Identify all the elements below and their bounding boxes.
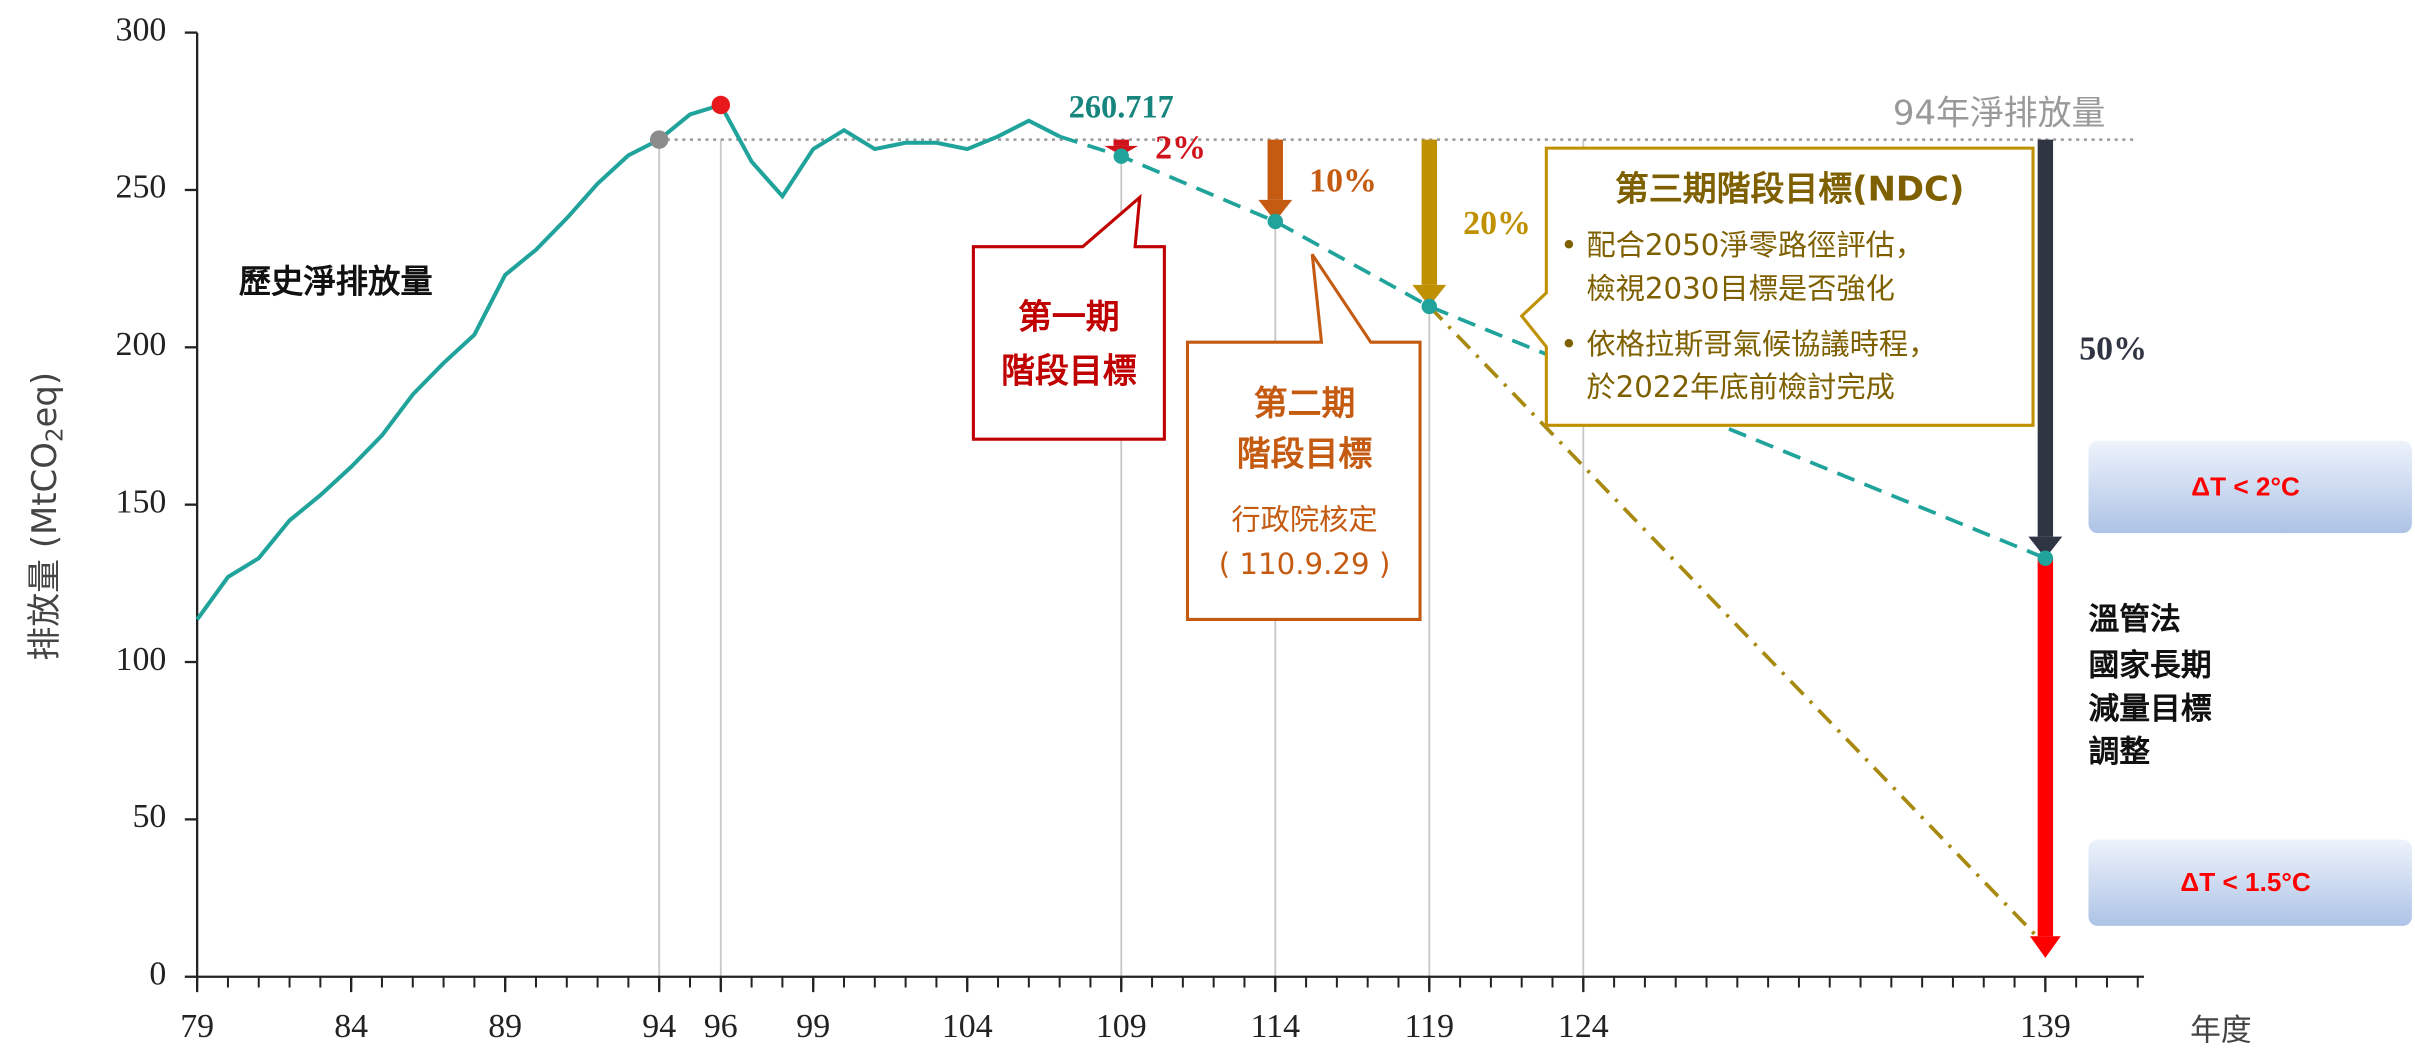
x-tick-label: 139 bbox=[2020, 1008, 2071, 1045]
callout-text: 行政院核定 bbox=[1231, 502, 1377, 536]
point bbox=[1267, 213, 1283, 230]
x-tick-label: 119 bbox=[1405, 1008, 1455, 1045]
callout-text: 第二期 bbox=[1254, 384, 1356, 423]
target-text: ΔT < 2°C bbox=[2191, 471, 2300, 501]
callout-title: 第三期階段目標(NDC) bbox=[1615, 170, 1964, 209]
target-text: ΔT < 1.5°C bbox=[2180, 867, 2310, 897]
x-tick-label: 114 bbox=[1250, 1008, 1300, 1045]
arrow-head bbox=[1258, 199, 1293, 222]
callout-text: 階段目標 bbox=[1237, 435, 1373, 474]
note-text: 調整 bbox=[2088, 734, 2150, 770]
x-tick-label: 79 bbox=[180, 1008, 214, 1045]
x-tick-label: 109 bbox=[1096, 1008, 1147, 1045]
arrow-label: 10% bbox=[1309, 162, 1377, 199]
y-tick-label: 200 bbox=[116, 326, 167, 363]
y-tick-label: 100 bbox=[116, 641, 167, 678]
target-box bbox=[2088, 440, 2412, 534]
callout-text: ( 110.9.29 ) bbox=[1219, 547, 1391, 581]
reduction-arrow bbox=[1258, 139, 1293, 222]
callout-text: 配合2050淨零路徑評估， bbox=[1586, 228, 1924, 262]
callout-text: 於2022年底前檢討完成 bbox=[1586, 370, 1894, 404]
note-text: 溫管法 bbox=[2088, 601, 2180, 637]
x-tick-label: 89 bbox=[488, 1008, 522, 1045]
point-label: 260.717 bbox=[1069, 88, 1174, 124]
y-axis-label-part: eq) bbox=[25, 372, 64, 428]
arrow-label: 2% bbox=[1155, 129, 1206, 166]
bullet: • bbox=[1560, 228, 1577, 262]
series-line bbox=[1427, 305, 2047, 947]
bullet: • bbox=[1560, 327, 1577, 361]
y-tick-label: 300 bbox=[116, 11, 167, 48]
point bbox=[649, 130, 669, 149]
arrow-label: 20% bbox=[1463, 205, 1531, 242]
callout-box bbox=[1519, 146, 2035, 427]
note-text: 減量目標 bbox=[2088, 691, 2211, 727]
arrow-label: 50% bbox=[2079, 331, 2147, 368]
y-axis-label-part: 排放量 (MtCO bbox=[25, 442, 64, 660]
callout-text: 階段目標 bbox=[1001, 351, 1137, 390]
y-tick-label: 50 bbox=[132, 798, 166, 835]
callout-box bbox=[1185, 253, 1422, 621]
plot: 94年淨排放量 0 50 100 150 200 250 300 79 84 89 94 96 99 104… bbox=[116, 11, 2147, 1044]
reference-label: 94年淨排放量 bbox=[1893, 93, 2105, 132]
arrow-shaft bbox=[2037, 558, 2054, 937]
x-tick-label: 104 bbox=[942, 1008, 993, 1045]
y-tick-label: 0 bbox=[149, 956, 166, 993]
point bbox=[1421, 298, 1437, 315]
point bbox=[2037, 550, 2054, 566]
x-tick-label: 124 bbox=[1558, 1008, 1609, 1045]
arrow-shaft bbox=[1267, 139, 1283, 200]
arrow-shaft bbox=[1113, 139, 1129, 146]
point bbox=[711, 95, 731, 115]
callout-text: 依格拉斯哥氣候協議時程， bbox=[1586, 327, 1937, 361]
y-tick-label: 250 bbox=[116, 169, 167, 206]
series-label: 歷史淨排放量 bbox=[239, 263, 433, 301]
x-tick-label: 96 bbox=[704, 1008, 738, 1045]
y-axis-label-part: 2 bbox=[42, 427, 68, 442]
y-axis-label: 排放量 (MtCO2eq) bbox=[25, 372, 68, 661]
x-axis-label: 年度 bbox=[2190, 1013, 2252, 1049]
arrow-head bbox=[2029, 936, 2061, 958]
callout-box bbox=[971, 193, 1166, 441]
arrow-shaft bbox=[1421, 139, 1437, 285]
x-tick-label: 84 bbox=[334, 1008, 368, 1045]
reduction-arrow bbox=[1412, 139, 1447, 307]
x-tick-label: 99 bbox=[796, 1008, 830, 1045]
arrow-shaft bbox=[2037, 139, 2054, 537]
x-tick-label: 94 bbox=[642, 1008, 676, 1045]
point bbox=[1113, 148, 1129, 164]
reduction-arrow bbox=[2029, 558, 2061, 958]
note-text: 國家長期 bbox=[2088, 648, 2211, 684]
callout-text: 檢視2030目標是否強化 bbox=[1586, 271, 1894, 305]
arrow-head bbox=[1412, 284, 1447, 307]
target-box bbox=[2088, 839, 2412, 926]
callout-text: 第一期 bbox=[1018, 298, 1120, 337]
series-line bbox=[195, 102, 1061, 621]
reduction-arrow bbox=[2028, 139, 2063, 559]
y-tick-label: 150 bbox=[116, 483, 167, 520]
arrow-head bbox=[2028, 536, 2063, 559]
